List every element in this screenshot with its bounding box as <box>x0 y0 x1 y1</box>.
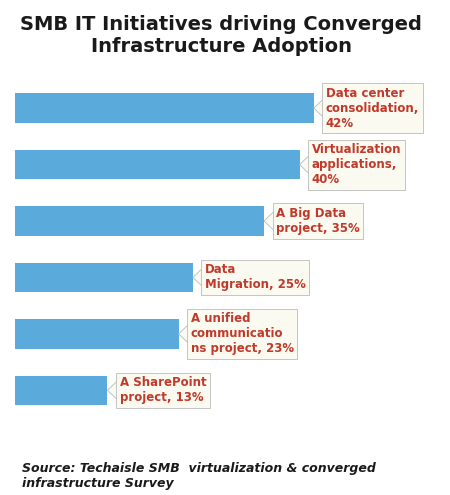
Text: Source: Techaisle SMB  virtualization & converged
infrastructure Survey: Source: Techaisle SMB virtualization & c… <box>22 462 376 490</box>
Polygon shape <box>193 267 203 288</box>
Polygon shape <box>314 98 324 118</box>
Bar <box>15 206 264 236</box>
Text: Data center
consolidation,
42%: Data center consolidation, 42% <box>326 87 419 130</box>
Bar <box>15 150 300 179</box>
Bar <box>15 319 179 348</box>
Text: Virtualization
applications,
40%: Virtualization applications, 40% <box>312 143 401 186</box>
Polygon shape <box>179 324 189 344</box>
Bar <box>15 94 314 123</box>
Bar <box>15 376 108 405</box>
Polygon shape <box>300 154 310 175</box>
Text: A SharePoint
project, 13%: A SharePoint project, 13% <box>120 376 206 404</box>
Polygon shape <box>108 380 118 400</box>
Title: SMB IT Initiatives driving Converged
Infrastructure Adoption: SMB IT Initiatives driving Converged Inf… <box>20 15 422 56</box>
Text: Data
Migration, 25%: Data Migration, 25% <box>205 263 306 292</box>
Polygon shape <box>264 211 274 231</box>
Text: A Big Data
project, 35%: A Big Data project, 35% <box>276 207 360 235</box>
Text: A unified
communicatio
ns project, 23%: A unified communicatio ns project, 23% <box>191 312 294 355</box>
Bar <box>15 263 193 292</box>
